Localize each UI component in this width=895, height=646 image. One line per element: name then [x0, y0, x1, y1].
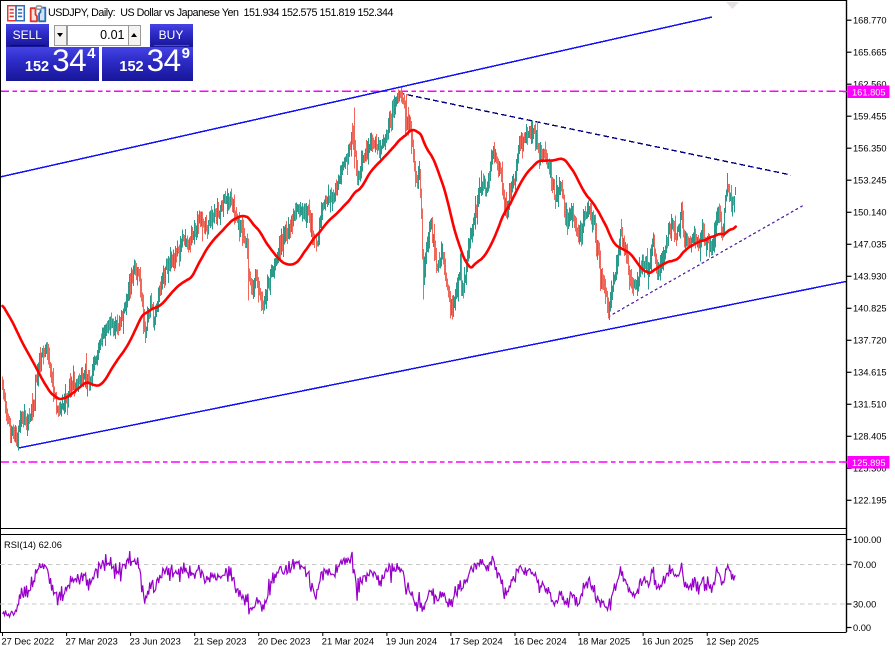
- svg-text:125.895: 125.895: [852, 458, 886, 468]
- svg-text:122.195: 122.195: [853, 496, 887, 506]
- svg-text:150.140: 150.140: [853, 208, 887, 218]
- svg-text:RSI(14) 62.06: RSI(14) 62.06: [4, 540, 62, 550]
- svg-text:140.825: 140.825: [853, 304, 887, 314]
- svg-text:131.510: 131.510: [853, 400, 887, 410]
- svg-text:100.00: 100.00: [853, 535, 881, 545]
- svg-text:147.035: 147.035: [853, 240, 887, 250]
- svg-text:165.665: 165.665: [853, 48, 887, 58]
- svg-text:128.405: 128.405: [853, 432, 887, 442]
- svg-text:20 Dec 2023: 20 Dec 2023: [258, 637, 311, 646]
- svg-text:30.00: 30.00: [853, 599, 876, 609]
- svg-text:12 Sep 2025: 12 Sep 2025: [706, 637, 759, 646]
- svg-text:16 Jun 2025: 16 Jun 2025: [642, 637, 693, 646]
- svg-text:27 Dec 2022: 27 Dec 2022: [2, 637, 55, 646]
- svg-text:168.770: 168.770: [853, 16, 887, 26]
- svg-text:70.00: 70.00: [853, 560, 876, 570]
- svg-text:162.560: 162.560: [853, 80, 887, 90]
- svg-text:137.720: 137.720: [853, 336, 887, 346]
- svg-text:134.615: 134.615: [853, 368, 887, 378]
- svg-text:23 Jun 2023: 23 Jun 2023: [130, 637, 181, 646]
- svg-text:17 Sep 2024: 17 Sep 2024: [450, 637, 503, 646]
- svg-text:27 Mar 2023: 27 Mar 2023: [66, 637, 118, 646]
- svg-text:16 Dec 2024: 16 Dec 2024: [514, 637, 567, 646]
- svg-text:19 Jun 2024: 19 Jun 2024: [386, 637, 437, 646]
- svg-text:0.00: 0.00: [853, 623, 871, 633]
- svg-text:21 Sep 2023: 21 Sep 2023: [194, 637, 247, 646]
- svg-text:21 Mar 2024: 21 Mar 2024: [322, 637, 374, 646]
- svg-text:153.245: 153.245: [853, 176, 887, 186]
- svg-text:156.350: 156.350: [853, 144, 887, 154]
- svg-text:125.300: 125.300: [853, 464, 887, 474]
- svg-text:143.930: 143.930: [853, 272, 887, 282]
- svg-text:18 Mar 2025: 18 Mar 2025: [578, 637, 630, 646]
- svg-text:159.455: 159.455: [853, 112, 887, 122]
- svg-text:161.805: 161.805: [852, 87, 886, 97]
